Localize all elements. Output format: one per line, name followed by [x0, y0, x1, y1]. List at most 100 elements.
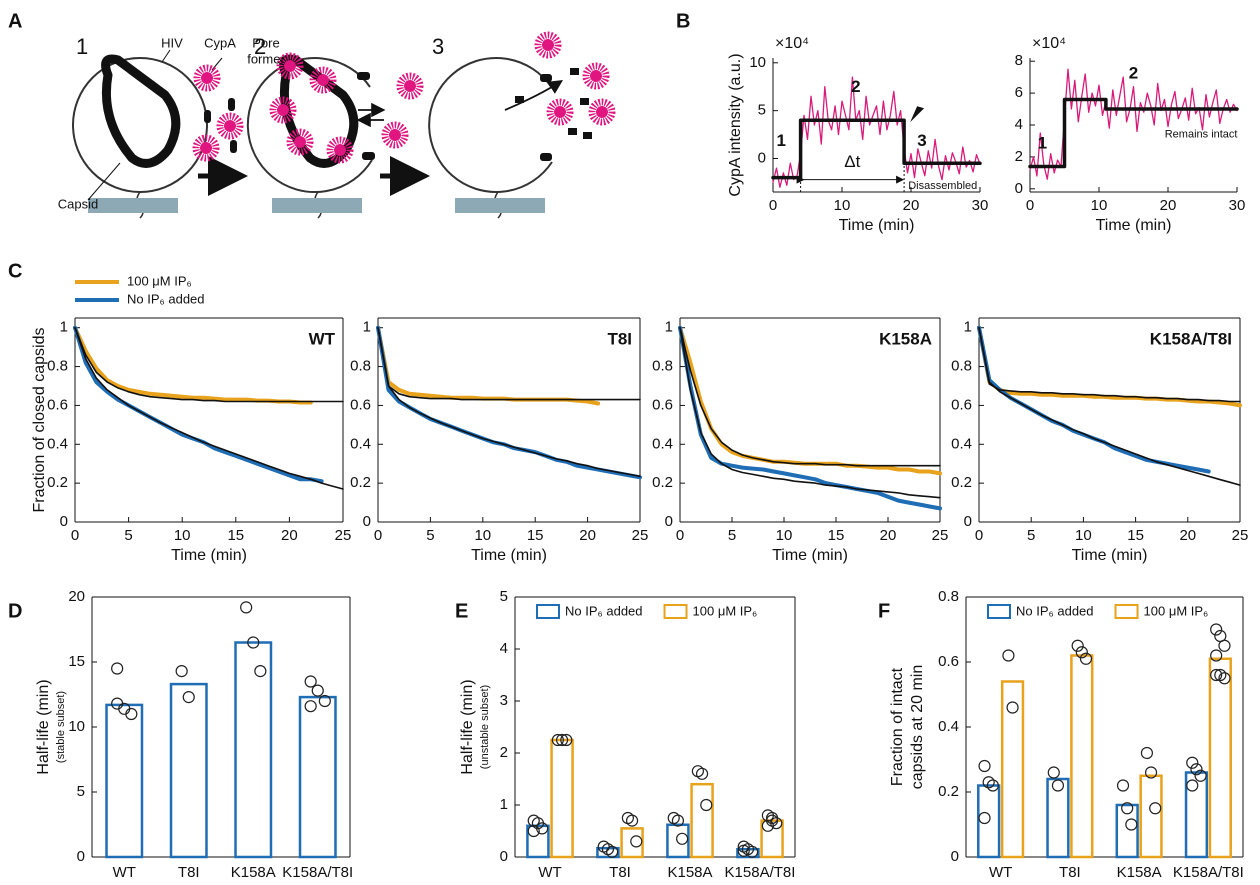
- x-tick-label: 0: [676, 527, 684, 544]
- x-tick-label: 0: [71, 527, 79, 544]
- line: [679, 326, 941, 467]
- legend-swatch: [536, 604, 560, 619]
- pore-former: [583, 132, 592, 139]
- scale-label: ×10⁴: [775, 35, 809, 52]
- point: [175, 664, 188, 678]
- x-tick-label: 20: [1179, 527, 1196, 544]
- y-axis-label: Fraction of closed capsids: [31, 328, 48, 513]
- pore-label: former: [247, 51, 285, 66]
- line: [73, 325, 324, 484]
- y-tick-label: 0.8: [350, 358, 371, 375]
- bar: [526, 824, 550, 859]
- y-tick-label: 1: [665, 319, 673, 336]
- x-tick-label: 30: [1229, 197, 1246, 214]
- point: [527, 824, 540, 838]
- panel-label: E: [455, 600, 468, 622]
- line: [771, 118, 982, 180]
- bar: [1070, 654, 1094, 859]
- point: [1116, 779, 1130, 792]
- x-tick-label: K158A/T8I: [725, 864, 796, 881]
- legend-swatch: [1114, 604, 1139, 619]
- bar: [550, 738, 574, 859]
- x-tick-label: 20: [880, 527, 897, 544]
- y-tick-label: 0.2: [938, 783, 959, 800]
- point: [240, 601, 253, 614]
- capsid-label: Capsid: [58, 196, 98, 211]
- x-tick-label: 25: [1232, 527, 1249, 544]
- x-tick-label: 5: [124, 527, 132, 544]
- y-tick-label: 0.4: [951, 435, 972, 452]
- legend-label: No IP₆ added: [565, 603, 643, 618]
- bar: [1000, 680, 1025, 859]
- y-axis-label: Half-life (min): [35, 679, 52, 774]
- point: [1047, 766, 1060, 779]
- annotation: Remains intact: [1165, 128, 1238, 140]
- x-tick-label: 20: [903, 197, 920, 214]
- x-tick-label: 25: [335, 527, 352, 544]
- cypa: [582, 62, 610, 90]
- pointer: [211, 57, 223, 71]
- bar: [1184, 771, 1209, 859]
- y-tick-label: 0.2: [47, 474, 68, 491]
- membrane: [428, 57, 553, 193]
- line: [772, 76, 981, 188]
- cypa-markers: [192, 31, 616, 164]
- cypa: [276, 52, 304, 80]
- point: [671, 814, 685, 827]
- y-tick-label: 5: [77, 783, 85, 800]
- y-tick-label: 0: [1015, 180, 1023, 197]
- point: [1071, 639, 1084, 652]
- point: [1006, 701, 1019, 714]
- bar: [666, 823, 690, 859]
- y-tick-label: 2: [1015, 148, 1023, 165]
- line: [678, 325, 942, 476]
- x-tick-label: 5: [1027, 527, 1035, 544]
- step-label: 1: [76, 34, 88, 59]
- y-tick-label: 1: [363, 319, 371, 336]
- y-tick-label: 0.8: [652, 358, 673, 375]
- point: [1218, 639, 1231, 652]
- chart-title: K158A/T8I: [1150, 329, 1232, 348]
- pointer: [87, 162, 121, 201]
- x-tick-label: 20: [281, 527, 298, 544]
- y-tick-label: 0.6: [350, 396, 371, 413]
- x-tick-label: T8I: [609, 864, 631, 881]
- x-tick-label: 15: [527, 527, 544, 544]
- x-tick-label: 20: [579, 527, 596, 544]
- cypa: [534, 31, 562, 59]
- y-tick-label: 0.6: [938, 653, 959, 670]
- point: [1075, 646, 1088, 659]
- bar: [1046, 777, 1070, 859]
- annotation: 1: [777, 131, 786, 150]
- surface: [88, 198, 178, 213]
- y-tick-label: 15: [68, 653, 85, 670]
- point: [1144, 766, 1158, 779]
- panel-label: D: [8, 600, 22, 622]
- line: [1029, 68, 1238, 180]
- point: [1125, 818, 1138, 831]
- point: [536, 822, 549, 835]
- x-tick-label: K158A/T8I: [282, 864, 353, 881]
- y-tick-label: 0: [665, 513, 673, 530]
- point: [737, 844, 750, 857]
- x-axis-label: Time (min): [1096, 217, 1172, 234]
- x-tick-label: K158A: [667, 864, 712, 881]
- cypa: [269, 96, 297, 124]
- x-tick-label: T8I: [1059, 864, 1081, 881]
- line: [978, 326, 1241, 403]
- annotation: 2: [1129, 63, 1138, 82]
- point: [986, 779, 999, 792]
- cypa: [326, 136, 354, 164]
- bar: [1115, 803, 1139, 859]
- line: [978, 326, 1241, 486]
- pore-former: [230, 140, 237, 153]
- line: [1028, 97, 1239, 169]
- panel-label: B: [676, 10, 690, 32]
- point: [247, 636, 260, 649]
- y-tick-label: 6: [1015, 84, 1023, 101]
- point: [1214, 668, 1227, 682]
- x-axis-label: Time (min): [772, 547, 848, 564]
- point: [125, 707, 138, 721]
- y-axis-label: Half-life (min): [459, 679, 476, 774]
- point: [1079, 652, 1093, 665]
